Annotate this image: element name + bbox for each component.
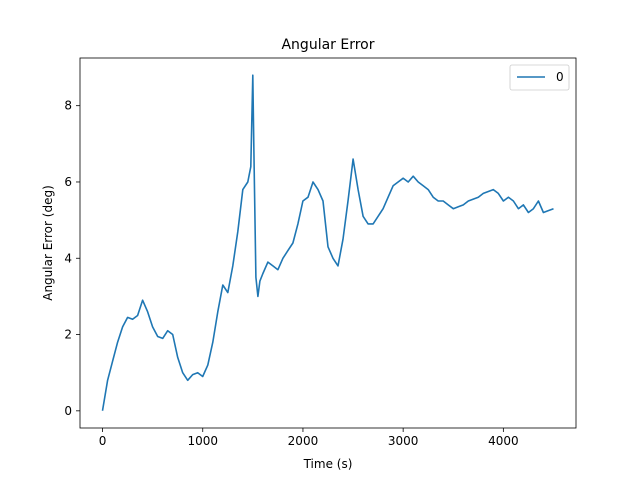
- chart-title: Angular Error: [281, 37, 374, 53]
- y-axis-label: Angular Error (deg): [41, 185, 55, 301]
- series-line: [101, 74, 554, 411]
- legend-entry-label: 0: [556, 70, 564, 84]
- plot-frame: [79, 57, 577, 429]
- x-axis-ticks: 0 1000 2000 3000 4000: [99, 428, 519, 448]
- x-tick-label: 3000: [388, 434, 419, 448]
- series-layer: [101, 74, 554, 411]
- x-axis-label: Time (s): [303, 457, 353, 471]
- y-tick-label: 8: [64, 99, 72, 113]
- y-tick-label: 0: [64, 404, 72, 418]
- y-tick-label: 6: [64, 175, 72, 189]
- y-tick-label: 2: [64, 328, 72, 342]
- x-tick-label: 1000: [187, 434, 218, 448]
- y-axis-ticks: 0 2 4 6 8: [64, 99, 80, 418]
- y-tick-label: 4: [64, 251, 72, 265]
- x-tick-label: 0: [99, 434, 107, 448]
- x-tick-label: 4000: [488, 434, 519, 448]
- x-tick-label: 2000: [288, 434, 319, 448]
- legend: 0: [509, 64, 570, 91]
